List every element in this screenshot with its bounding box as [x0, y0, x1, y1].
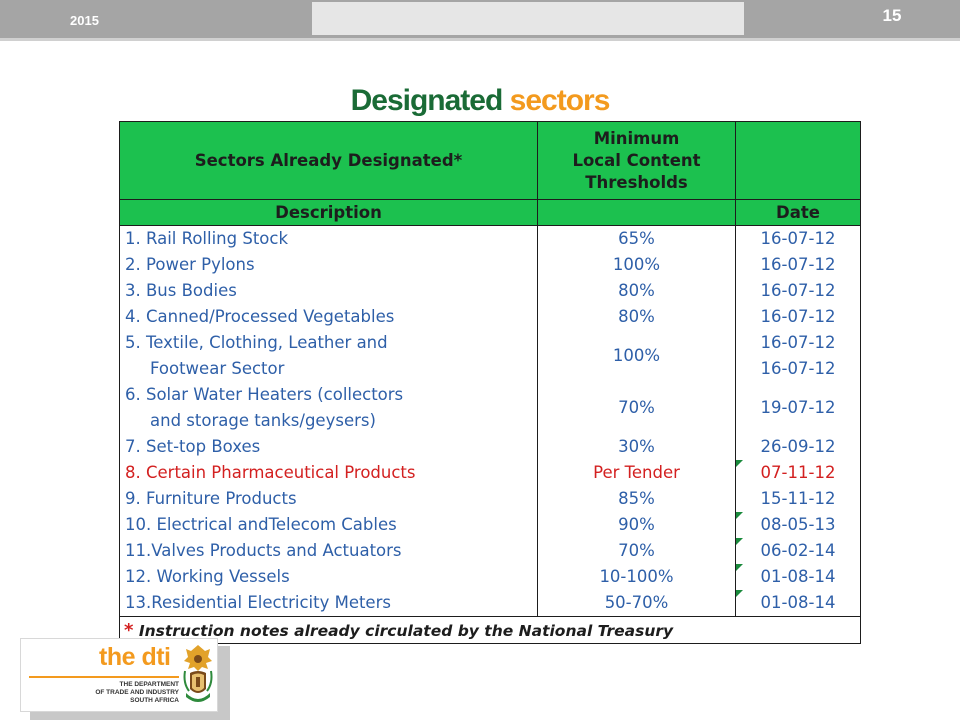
threshold-value-highlighted: Per Tender: [593, 463, 680, 482]
description-item: Footwear Sector: [150, 359, 285, 378]
header-thresholds-line: Minimum: [593, 128, 680, 148]
date-value: 16-07-12: [760, 333, 836, 352]
date-value: 26-09-12: [760, 437, 836, 456]
subheader-cell-description: Description: [119, 199, 538, 226]
table-header-row: Sectors Already Designated* Minimum Local…: [119, 121, 861, 200]
comment-marker-icon: [736, 590, 743, 597]
footnote-asterisk: *: [124, 619, 134, 641]
description-item: 5. Textile, Clothing, Leather and: [125, 333, 388, 352]
description-item: 6. Solar Water Heaters (collectors: [125, 385, 404, 404]
logo-text: the dti: [99, 643, 171, 671]
subheader-description-label: Description: [275, 202, 382, 222]
subheader-date-label: Date: [776, 202, 820, 222]
threshold-value: 70%: [618, 398, 655, 417]
slide-title: Designated sectors: [0, 84, 960, 118]
header-thresholds-line: Local Content: [572, 150, 701, 170]
date-value: 16-07-12: [760, 255, 836, 274]
header-cell-empty: [735, 121, 861, 200]
comment-marker-icon: [736, 460, 743, 467]
comment-marker-icon: [736, 538, 743, 545]
title-designated: Designated: [350, 84, 504, 117]
threshold-value: 30%: [618, 437, 655, 456]
description-item: 11.Valves Products and Actuators: [125, 541, 402, 560]
date-value: 19-07-12: [760, 398, 836, 417]
date-value: 06-02-14: [736, 538, 860, 564]
thresholds-column: 65% 100% 80% 80% 100% 70% 30% Per Tender…: [537, 225, 736, 617]
description-item: 4. Canned/Processed Vegetables: [125, 307, 395, 326]
threshold-value: 70%: [618, 541, 655, 560]
date-value: 01-08-14: [736, 564, 860, 590]
date-value: 01-08-14: [736, 590, 860, 616]
subheader-cell-empty: [537, 199, 736, 226]
subheader-cell-date: Date: [735, 199, 861, 226]
threshold-value: 80%: [618, 307, 655, 326]
description-item: 7. Set-top Boxes: [125, 437, 261, 456]
comment-marker-icon: [736, 512, 743, 519]
comment-marker-icon: [736, 564, 743, 571]
threshold-value: 90%: [618, 515, 655, 534]
description-item: 1. Rail Rolling Stock: [125, 229, 289, 248]
description-column: 1. Rail Rolling Stock 2. Power Pylons 3.…: [119, 225, 538, 617]
description-item: 9. Furniture Products: [125, 489, 297, 508]
date-column: 16-07-12 16-07-12 16-07-12 16-07-12 16-0…: [735, 225, 861, 617]
logo-stripes: [29, 676, 179, 680]
header-cell-sectors: Sectors Already Designated*: [119, 121, 538, 200]
threshold-value: 85%: [618, 489, 655, 508]
header-thresholds-label: Minimum Local Content Thresholds: [538, 128, 735, 194]
date-value: 16-07-12: [760, 359, 836, 378]
header-bar: 2015 15: [0, 0, 960, 41]
year-label: 2015: [70, 13, 99, 28]
coat-of-arms-icon: [183, 645, 213, 702]
description-item: and storage tanks/geysers): [150, 411, 376, 430]
threshold-value: 50-70%: [604, 593, 669, 612]
date-value: 15-11-12: [760, 489, 836, 508]
table-footnote-row: * Instruction notes already circulated b…: [119, 616, 861, 644]
dti-logo: the dti THE DEPARTMENT OF TRADE AND INDU…: [20, 638, 218, 712]
description-item: 12. Working Vessels: [125, 567, 290, 586]
footnote-cell: * Instruction notes already circulated b…: [119, 616, 861, 644]
description-item: 13.Residential Electricity Meters: [125, 593, 391, 612]
date-value: 16-07-12: [760, 229, 836, 248]
date-value: 08-05-13: [736, 512, 860, 538]
table-body-row: 1. Rail Rolling Stock 2. Power Pylons 3.…: [119, 225, 861, 617]
description-item: 10. Electrical andTelecom Cables: [125, 515, 397, 534]
threshold-value: 100%: [612, 346, 661, 365]
threshold-value: 65%: [618, 229, 655, 248]
date-value: 16-07-12: [760, 281, 836, 300]
designated-sectors-table: Sectors Already Designated* Minimum Local…: [119, 121, 861, 644]
footnote-text: Instruction notes already circulated by …: [138, 621, 674, 640]
logo-department-text: THE DEPARTMENT OF TRADE AND INDUSTRY SOU…: [95, 681, 179, 704]
table-subheader-row: Description Date: [119, 199, 861, 226]
header-thresholds-line: Thresholds: [585, 172, 688, 192]
description-item: 3. Bus Bodies: [125, 281, 237, 300]
description-item: 2. Power Pylons: [125, 255, 255, 274]
header-cell-thresholds: Minimum Local Content Thresholds: [537, 121, 736, 200]
title-sectors: sectors: [509, 84, 611, 117]
header-center-box: [312, 2, 744, 35]
description-item-highlighted: 8. Certain Pharmaceutical Products: [125, 463, 416, 482]
date-value-highlighted: 07-11-12: [736, 460, 860, 486]
date-value: 16-07-12: [760, 307, 836, 326]
page-number: 15: [882, 6, 902, 25]
threshold-value: 10-100%: [599, 567, 674, 586]
threshold-value: 100%: [612, 255, 661, 274]
header-sectors-label: Sectors Already Designated*: [194, 150, 463, 170]
threshold-value: 80%: [618, 281, 655, 300]
